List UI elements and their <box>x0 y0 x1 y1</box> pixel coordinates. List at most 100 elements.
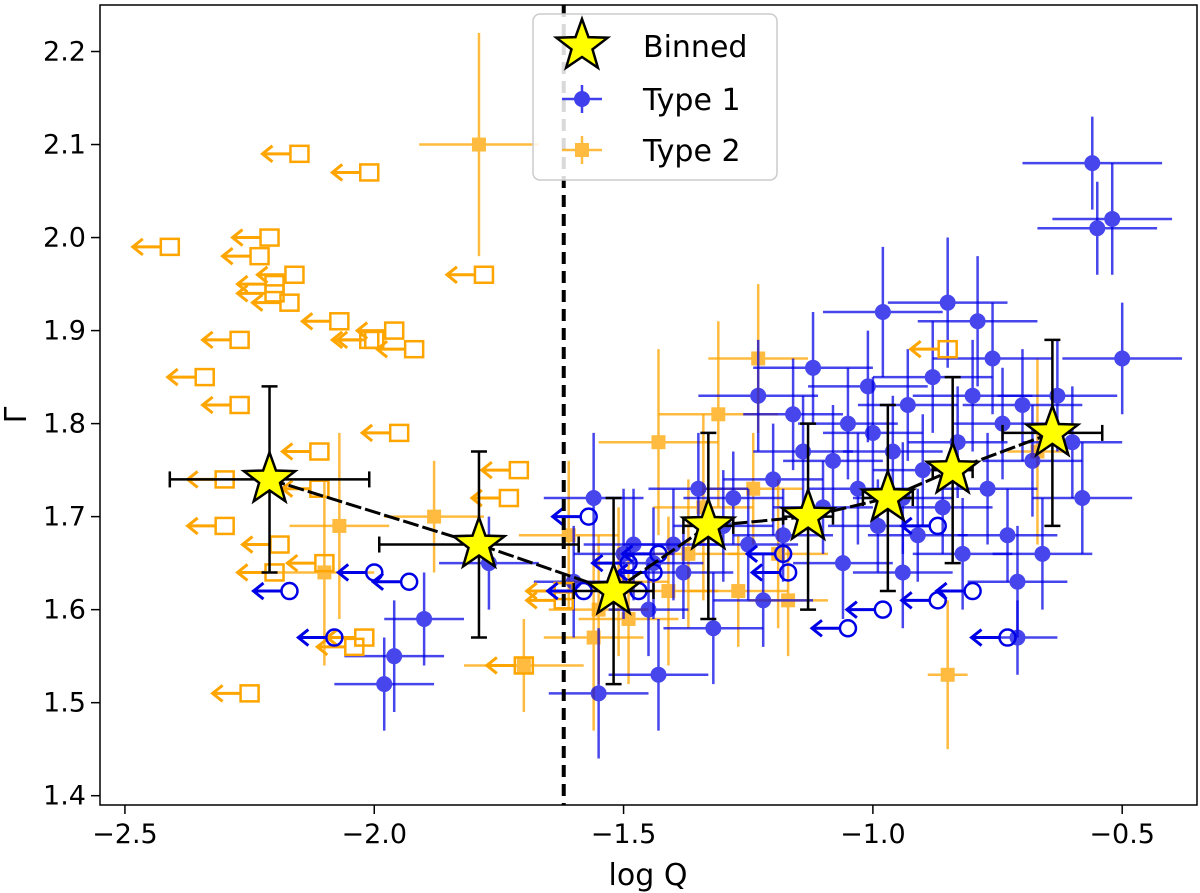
type1-limit-arrow-head <box>844 600 858 619</box>
type2-limit-marker <box>359 163 380 182</box>
type2-limit-arrow-head <box>165 367 179 387</box>
type2-limit-arrow-head <box>210 684 224 703</box>
type2-limit-marker <box>388 423 410 443</box>
type2-limit-marker <box>383 321 405 340</box>
binned-line <box>269 431 1053 593</box>
type1-limit-arrow-head <box>251 581 265 601</box>
type2-limit-arrow-head <box>235 284 249 303</box>
type2-limit-arrow-head <box>250 293 264 312</box>
type1-marker <box>376 676 393 693</box>
type1-limit-marker <box>773 544 793 564</box>
type2-upper-limit <box>255 265 305 285</box>
type2-point <box>658 321 779 508</box>
y-axis-label: Γ <box>0 406 34 423</box>
type1-limit-arrow-head <box>620 544 634 564</box>
type2-marker <box>332 518 347 533</box>
type1-marker <box>834 555 851 572</box>
type2-limit-arrow-head <box>279 442 294 461</box>
type1-upper-limit <box>550 507 598 526</box>
x-tick-label: −0.5 <box>1089 819 1155 850</box>
type1-limit-marker <box>873 600 893 619</box>
binned-point <box>377 450 580 639</box>
type2-limit-arrow-head <box>299 312 314 331</box>
type1-limit-arrow-head <box>744 544 759 564</box>
type2-upper-limit <box>185 516 235 536</box>
type2-limit-arrow-head <box>220 246 234 266</box>
type2-upper-limit <box>908 339 958 359</box>
type1-point <box>663 572 764 685</box>
y-tick-label: 2.0 <box>43 223 86 254</box>
type2-limit-marker <box>937 339 958 359</box>
type1-marker <box>969 313 986 330</box>
type1-point <box>1022 386 1123 499</box>
type2-upper-limit <box>200 395 250 415</box>
type1-marker <box>864 424 881 441</box>
type1-marker <box>994 415 1011 432</box>
type2-marker <box>661 584 676 599</box>
type1-limit-arrow-head <box>969 628 983 647</box>
type2-limit-marker <box>344 637 365 657</box>
type1-point <box>1022 116 1163 210</box>
type2-limit-arrow-head <box>908 340 922 359</box>
type1-limit-marker <box>325 628 344 647</box>
type1-marker <box>725 490 742 507</box>
type1-point <box>992 498 1093 610</box>
axes-layer: −2.5 −2.0 −1.5 −1.0 −0.5 1.4 1.5 1.6 1.7 1.8 1.9 2.… <box>43 37 1155 850</box>
type2-point <box>464 618 584 712</box>
type1-point <box>608 618 709 731</box>
type2-limit-marker <box>498 488 520 508</box>
type1-marker <box>1104 210 1121 227</box>
type1-marker <box>675 564 692 581</box>
type1-marker <box>874 303 891 320</box>
type2-marker <box>427 509 442 524</box>
type2-upper-limit <box>165 367 215 387</box>
type2-limit-marker <box>264 274 285 294</box>
type1-marker <box>964 387 981 404</box>
type2-limit-arrow-head <box>329 330 344 350</box>
legend-entry: Binned <box>552 15 747 71</box>
type1-marker <box>1009 573 1026 590</box>
type2-upper-limit <box>230 228 280 247</box>
type2-limit-marker <box>249 246 270 266</box>
type2-upper-limit <box>479 460 530 480</box>
type2-limit-arrow-head <box>230 228 244 247</box>
type2-limit-arrow-head <box>240 535 254 554</box>
type1-limit-marker <box>399 572 419 591</box>
type2-limit-marker <box>314 553 335 573</box>
type1-upper-limit <box>844 600 893 619</box>
type2-point <box>289 432 390 619</box>
type1-marker <box>824 452 841 469</box>
type2-marker <box>731 584 746 599</box>
binned-point <box>778 422 838 611</box>
type2-marker <box>746 481 761 496</box>
type1-marker <box>386 648 403 665</box>
type1-limit-marker <box>963 581 982 601</box>
type1-marker <box>1014 397 1031 413</box>
type2-marker <box>711 407 726 422</box>
type1-limit-marker <box>838 619 858 638</box>
binned-star <box>240 448 299 505</box>
type1-marker <box>585 490 602 507</box>
x-tick-label: −2.5 <box>92 819 158 850</box>
x-tick-label: −1.5 <box>591 819 657 850</box>
type1-marker <box>914 462 931 479</box>
type1-limit-marker <box>280 581 299 601</box>
type1-marker <box>765 471 782 488</box>
type2-marker <box>586 630 601 645</box>
type1-point <box>1052 163 1173 275</box>
type2-limit-arrow-head <box>314 637 329 657</box>
type2-limit-arrow-head <box>255 265 269 284</box>
binned-point <box>679 431 738 621</box>
type2-limit-arrow-head <box>479 460 493 480</box>
type1-marker <box>665 536 682 553</box>
type2-point <box>578 553 679 685</box>
type2-limit-marker <box>513 656 535 675</box>
type2-limit-marker <box>403 339 425 359</box>
binned-point <box>923 375 982 565</box>
binned-point <box>858 403 918 593</box>
type2-limit-arrow-head <box>235 563 249 582</box>
legend-type2-marker <box>575 143 589 157</box>
y-tick-label: 2.1 <box>43 130 86 161</box>
type2-upper-limit <box>130 237 181 257</box>
type1-point <box>698 339 819 452</box>
